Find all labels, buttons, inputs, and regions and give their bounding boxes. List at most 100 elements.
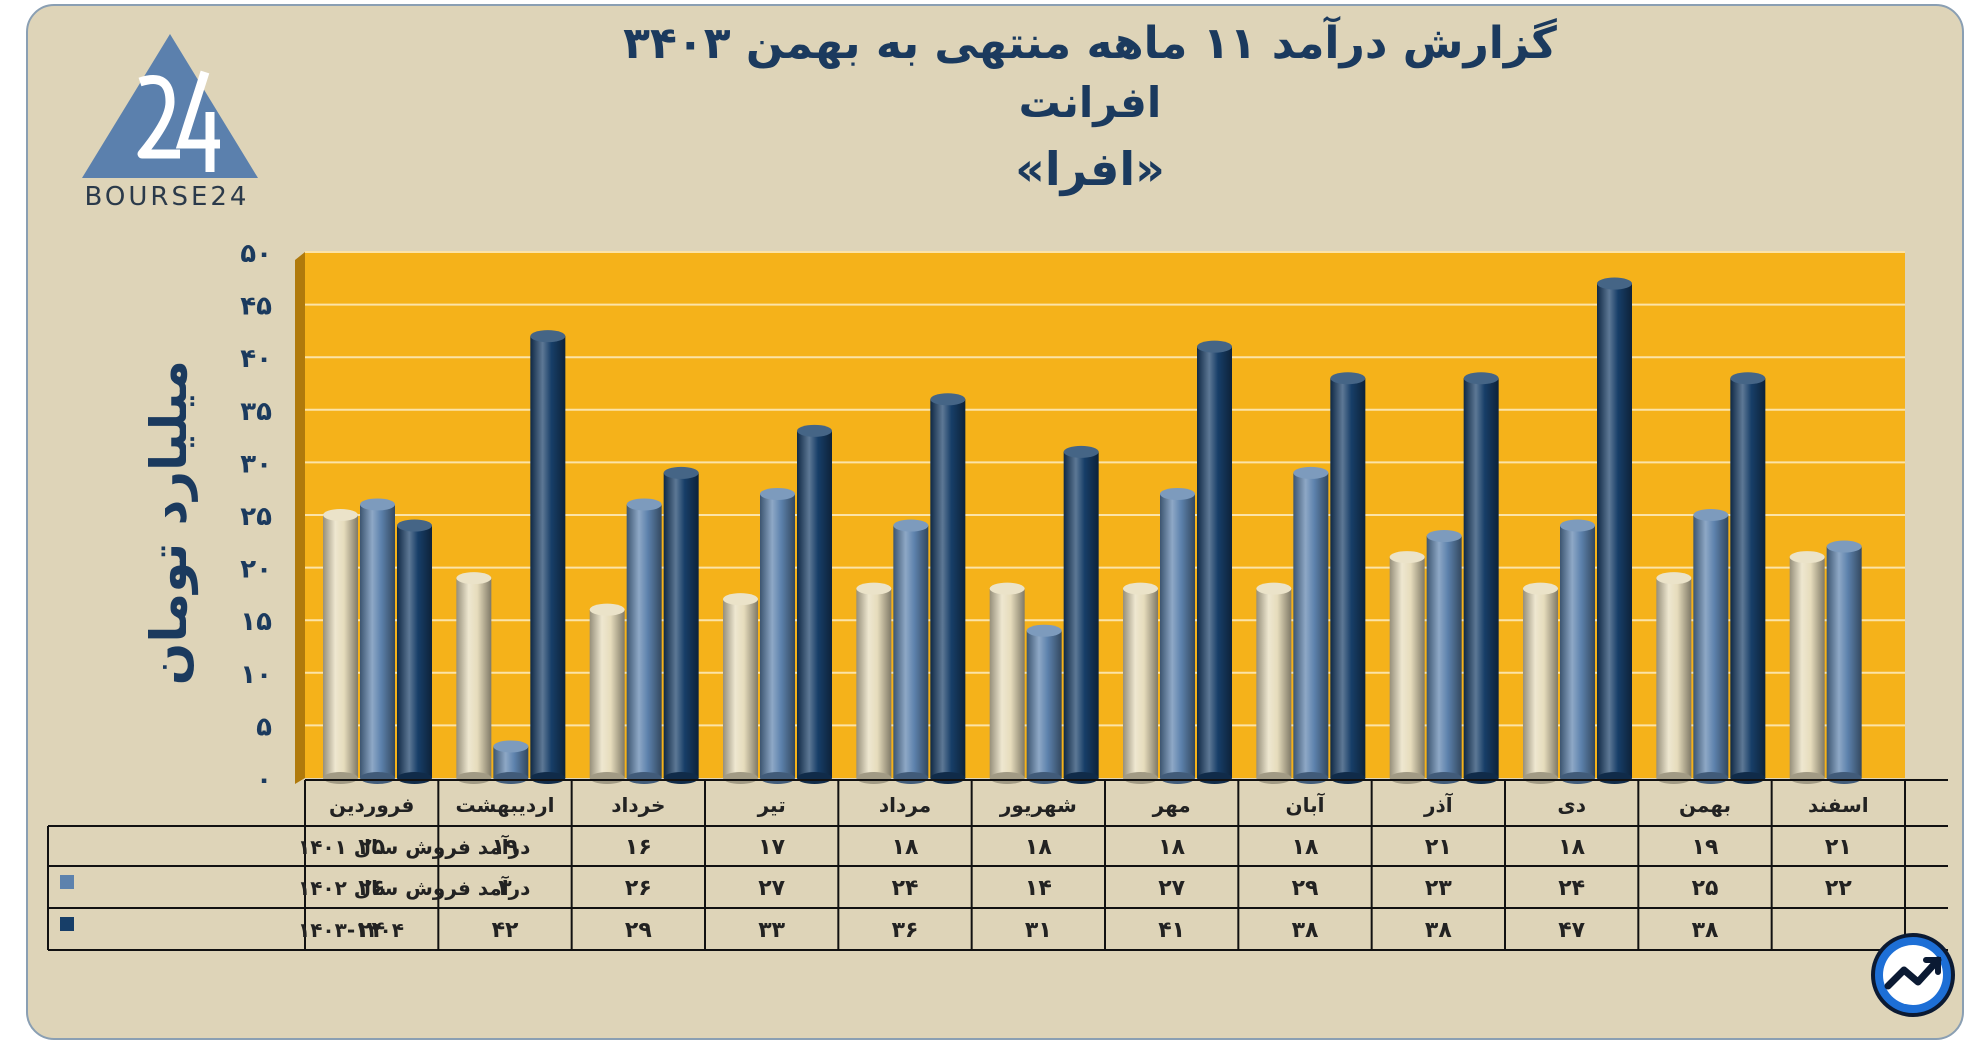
bar <box>930 399 966 778</box>
data-label: ۲۴ <box>358 918 385 943</box>
bar <box>1256 588 1292 778</box>
bar-base <box>323 772 358 784</box>
legend-swatch <box>60 875 74 889</box>
bar-cap <box>1330 372 1366 385</box>
data-label: ۲۹ <box>625 918 652 943</box>
bar-base <box>723 772 758 784</box>
bar-base <box>989 772 1025 784</box>
x-tick-label: فروردین <box>329 793 414 817</box>
bar <box>760 493 795 778</box>
bar <box>989 588 1025 778</box>
bar <box>1123 588 1158 778</box>
bar-cap <box>1693 509 1729 521</box>
bar <box>663 472 699 778</box>
bar-cap <box>456 572 492 585</box>
bar-cap <box>930 393 966 406</box>
x-tick-label: خرداد <box>611 793 665 817</box>
bar <box>1656 578 1692 778</box>
y-tick-label: ۳۰ <box>240 449 272 479</box>
data-label: ۲۷ <box>1158 876 1185 901</box>
bar-base <box>1789 772 1825 784</box>
bar-cap <box>893 519 929 532</box>
bar-base <box>1656 772 1692 784</box>
legend-label: درآمد فروش سال ۱۴۰۱ <box>298 834 530 859</box>
y-tick-label: ۱۵ <box>240 607 272 637</box>
bar-cap <box>989 582 1025 595</box>
bar-cap <box>797 424 832 437</box>
bar-base <box>930 772 966 784</box>
y-tick-label: ۵ <box>256 712 272 742</box>
bar-cap <box>1560 519 1595 532</box>
data-label: ۱۸ <box>1158 835 1185 860</box>
data-label: ۳۸ <box>1292 918 1319 943</box>
data-label: ۲۱ <box>1825 835 1852 860</box>
data-label: ۲۷ <box>758 876 785 901</box>
data-label: ۴۱ <box>1158 918 1185 943</box>
data-label: ۱۴ <box>1025 876 1052 901</box>
legend-swatch <box>60 917 74 931</box>
data-label: ۱۶ <box>625 835 652 860</box>
data-label: ۲۵ <box>358 835 385 860</box>
bar-base <box>1293 772 1329 784</box>
bar-cap <box>1123 582 1158 595</box>
bar-cap <box>1597 277 1632 290</box>
bar-base <box>760 772 795 784</box>
x-tick-label: مرداد <box>879 793 931 817</box>
data-label: ۱۸ <box>1558 835 1585 860</box>
trend-badge-icon[interactable] <box>1870 932 1956 1018</box>
bar-cap <box>1656 572 1692 585</box>
bar-base <box>456 772 492 784</box>
bar <box>1730 378 1766 778</box>
data-label: ۱۹ <box>492 835 519 860</box>
bar-cap <box>589 603 625 616</box>
legend-label: ۱۴۰۳-۱۴۰۴ <box>298 918 404 942</box>
bar-base <box>1560 772 1595 784</box>
bar-base <box>1026 772 1062 784</box>
bar-cap <box>530 330 566 343</box>
bar-cap <box>1826 540 1862 553</box>
bar-cap <box>1463 372 1499 385</box>
data-label: ۲۹ <box>1292 876 1319 901</box>
bar-cap <box>493 740 529 753</box>
x-tick-label: آبان <box>1286 792 1326 817</box>
data-label: ۱۸ <box>1025 835 1052 860</box>
chart-title: گزارش درآمد ۱۱ ماهه منتهی به بهمن ۳۴۰۳ <box>623 18 1557 69</box>
bar-base <box>1160 772 1195 784</box>
bar-base <box>626 772 662 784</box>
bar <box>797 430 832 778</box>
bar <box>1560 525 1595 778</box>
bar-base <box>1197 772 1232 784</box>
bar-base <box>589 772 625 784</box>
x-tick-label: مهر <box>1152 793 1191 817</box>
bar <box>893 525 929 778</box>
logo-text: BOURSE24 <box>84 182 250 212</box>
bar-base <box>493 772 529 784</box>
bar-cap <box>1389 551 1425 564</box>
bar <box>1826 546 1862 778</box>
bar <box>626 504 662 778</box>
bar-cap <box>856 582 892 595</box>
bar-base <box>1389 772 1425 784</box>
bar-base <box>1330 772 1366 784</box>
bar <box>1523 588 1558 778</box>
bar <box>1063 451 1099 778</box>
data-label: ۱۹ <box>1692 835 1719 860</box>
bar <box>360 504 395 778</box>
data-label: ۴۲ <box>492 918 519 943</box>
bar-cap <box>760 487 795 500</box>
bar-base <box>1730 772 1766 784</box>
data-label: ۲۱ <box>1425 835 1452 860</box>
x-tick-label: اسفند <box>1808 793 1869 817</box>
data-label: ۱۷ <box>758 835 785 860</box>
bar-base <box>663 772 699 784</box>
bar-cap <box>626 498 662 511</box>
bar <box>1197 346 1232 778</box>
data-label: ۳۶ <box>892 918 919 943</box>
x-tick-label: آذر <box>1423 792 1454 817</box>
bar-base <box>1063 772 1099 784</box>
x-tick-label: شهریور <box>999 793 1077 817</box>
bar <box>1026 630 1062 778</box>
bar <box>1293 472 1329 778</box>
bar-cap <box>1197 340 1232 353</box>
bourse24-logo-icon <box>82 34 258 178</box>
